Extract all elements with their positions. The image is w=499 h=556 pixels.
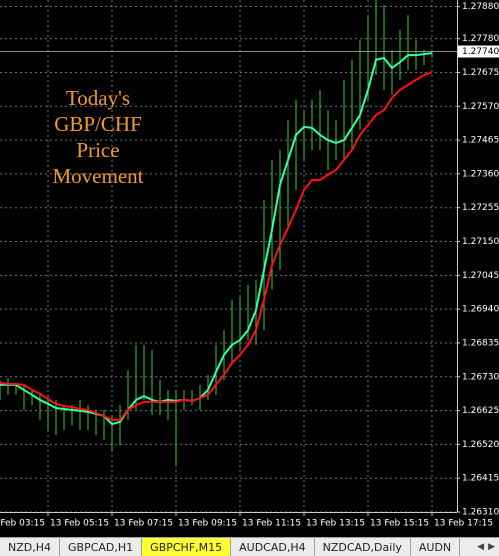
y-tick-label: 1.26835 (462, 338, 499, 348)
y-tick-label: 1.27880 (462, 2, 499, 12)
y-tick-label: 1.27360 (462, 169, 499, 179)
x-tick-label: 13 Feb 07:15 (114, 519, 173, 529)
last-price-box (458, 45, 499, 58)
chart: 1.27880 1.27780 1.27675 1.27570 1.27465 1.273… (0, 0, 499, 537)
y-tick-label: 1.26625 (462, 406, 499, 416)
scroll-right[interactable]: ▶ (488, 542, 495, 552)
last-price-label: 1.27740 (462, 47, 499, 57)
x-tick-label: 13 Feb 17:15 (434, 519, 493, 529)
chart-tab[interactable]: GBPCAD,H1 (60, 538, 143, 556)
x-tick-label: 13 Feb 11:15 (242, 519, 301, 529)
chart-tab[interactable]: GBPCHF,M15 (142, 538, 232, 556)
chart-background (0, 0, 499, 537)
x-tick-label: 13 Feb 03:15 (0, 519, 45, 529)
annotation: Price (76, 138, 119, 162)
x-tick-label: 13 Feb 15:15 (370, 519, 429, 529)
x-tick-label: 13 Feb 13:15 (306, 519, 365, 529)
y-tick-label: 1.27045 (462, 271, 499, 281)
y-tick-label: 1.26310 (462, 508, 499, 518)
y-tick-label: 1.26415 (462, 474, 499, 484)
y-tick-label: 1.26520 (462, 440, 499, 450)
y-tick-label: 1.27150 (462, 237, 499, 247)
y-tick-label: 1.27780 (462, 34, 499, 44)
plot-area: 1.27880 1.27780 1.27675 1.27570 1.27465 1.273… (0, 0, 499, 529)
x-tick-label: 13 Feb 09:15 (178, 519, 237, 529)
annotation: Movement (53, 164, 144, 188)
annotation: GBP/CHF (54, 112, 142, 136)
y-tick-label: 1.27255 (462, 203, 499, 213)
y-tick-label: 1.26730 (462, 372, 499, 382)
chart-tab[interactable]: AUDN (411, 538, 461, 556)
y-tick-label: 1.27675 (462, 68, 499, 78)
x-tick-label: 13 Feb 05:15 (50, 519, 109, 529)
y-tick-label: 1.27570 (462, 102, 499, 112)
y-tick-label: 1.27465 (462, 136, 499, 146)
tab-bar: NZD,H4 GBPCAD,H1 GBPCHF,M15 AUDCAD,H4 NZDCAD… (0, 537, 499, 556)
scroll-left[interactable]: ◀ (477, 542, 485, 552)
chart-tab[interactable]: AUDCAD,H4 (231, 538, 315, 556)
tab-scroll[interactable]: ◀ ▶ (477, 538, 499, 556)
moving-average (0, 52, 433, 426)
plot-inner (0, 0, 457, 512)
y-tick-label: 1.26940 (462, 305, 499, 315)
chart-tab[interactable]: NZDCAD,Daily (315, 538, 411, 556)
moving-average (0, 71, 433, 421)
chart-tab[interactable]: NZD,H4 (0, 538, 61, 556)
annotation: Today's (66, 86, 130, 110)
